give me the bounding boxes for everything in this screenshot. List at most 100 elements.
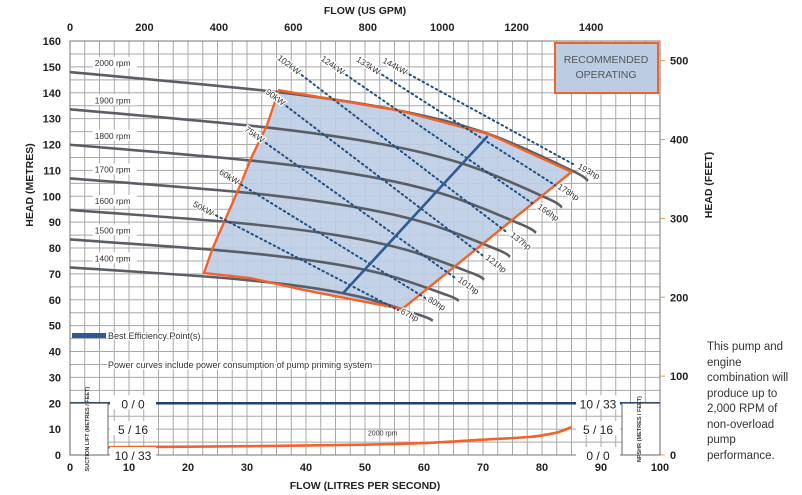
power-line [210, 212, 400, 312]
x-tick-label: 60 [418, 462, 430, 474]
suction-lift-label: 10 / 33 [115, 449, 152, 463]
power-line [340, 71, 536, 207]
rpm-label-bg [92, 252, 137, 264]
y-tick-label: 50 [49, 321, 61, 333]
x-tick-label: 0 [67, 462, 73, 474]
rpm-label-bg [92, 194, 137, 206]
rpm-label-bg [92, 163, 137, 175]
plot-frame [69, 40, 661, 456]
suction-label-bg [110, 447, 156, 461]
y-tick-label: 150 [43, 62, 61, 74]
suction-lift-label: 0 / 0 [121, 397, 145, 411]
rpm-label-bg [92, 129, 137, 141]
power-line [296, 71, 509, 234]
rpm-curve [69, 208, 485, 281]
recommended-label-line1: RECOMMENDED [564, 54, 649, 66]
y2-tick-label: 500 [670, 56, 688, 68]
best-efficiency-line [342, 135, 489, 294]
x2-tick-label: 1200 [504, 22, 528, 34]
x-tick-label: 20 [182, 462, 194, 474]
y-tick-label: 60 [49, 295, 61, 307]
y-tick-label: 30 [49, 372, 61, 384]
suction-label-bg [110, 421, 156, 436]
npshr-label-bg [576, 447, 620, 461]
npshr-box [621, 402, 661, 456]
power-line [260, 139, 457, 280]
y-axis-title: HEAD (METRES) [24, 143, 36, 226]
x-tick-label: 40 [300, 462, 312, 474]
power-hp-label: 121hp [484, 252, 509, 274]
recommended-operating-box [554, 42, 659, 94]
power-hp-label: 80hp [426, 294, 448, 313]
npshr-label: 10 / 33 [580, 397, 617, 411]
y2-tick-label: 400 [670, 135, 688, 147]
y2-tick-label: 200 [670, 292, 688, 304]
suction-lift-title: SUCTION LIFT (METRES / FEET) [85, 387, 91, 472]
power-hp-label: 193hp [576, 161, 602, 181]
x-tick-label: 100 [651, 462, 669, 474]
rpm-curve-label: 1500 rpm [95, 225, 131, 235]
rpm-curve [69, 143, 537, 234]
x-tick-label: 70 [477, 462, 489, 474]
power-kw-label: 133kW [355, 54, 383, 77]
y-tick-label: 110 [43, 165, 61, 177]
x2-tick-label: 400 [210, 22, 228, 34]
power-line [235, 181, 427, 299]
power-kw-label: 102kW [276, 53, 303, 77]
rpm-curve-label: 1700 rpm [95, 164, 131, 174]
rpm-curve-label: 1600 rpm [95, 196, 131, 206]
y2-tick-label: 100 [670, 371, 688, 383]
npshr-label: 0 / 0 [586, 449, 610, 463]
y-tick-label: 20 [49, 398, 61, 410]
npshr-label-bg [576, 395, 620, 410]
x2-tick-label: 0 [67, 22, 73, 34]
rpm-label-bg [92, 94, 137, 106]
npshr-curve [105, 425, 572, 449]
y-tick-label: 100 [43, 191, 61, 203]
x2-tick-label: 800 [359, 22, 377, 34]
y-tick-label: 130 [43, 114, 61, 126]
y-tick-label: 120 [43, 140, 61, 152]
power-kw-label: 124kW [319, 53, 346, 76]
x-tick-label: 30 [241, 462, 253, 474]
y2-tick-label: 0 [670, 450, 676, 462]
x2-tick-label: 1000 [430, 22, 454, 34]
y-tick-label: 80 [49, 243, 61, 255]
y-tick-label: 40 [49, 347, 61, 359]
rpm-curve-label: 1900 rpm [95, 95, 131, 105]
y-tick-label: 140 [43, 88, 61, 100]
power-hp-label: 178hp [556, 181, 582, 202]
power-line [376, 71, 556, 187]
rpm-curve-label: 2000 rpm [95, 58, 131, 68]
npshr-label: 5 / 16 [583, 423, 613, 437]
power-hp-label: 67hp [399, 306, 421, 324]
legend-bep-swatch [72, 333, 106, 338]
suction-lift-box [69, 402, 109, 456]
npshr-label-bg [576, 421, 620, 436]
recommended-label-line2: OPERATING [575, 69, 636, 81]
rpm-curve-label: 1400 rpm [95, 253, 131, 263]
y-tick-label: 70 [49, 269, 61, 281]
y-tick-label: 0 [55, 450, 61, 462]
x2-tick-label: 200 [135, 22, 153, 34]
suction-lift-label: 5 / 16 [118, 423, 148, 437]
rpm-label-bg [92, 57, 137, 69]
x-tick-label: 90 [595, 462, 607, 474]
x2-tick-label: 1400 [579, 22, 603, 34]
rpm-curve-label: 1800 rpm [95, 131, 131, 141]
rpm-curve [69, 238, 460, 302]
recommended-region-edge [202, 88, 573, 311]
power-line [404, 71, 577, 167]
power-line [281, 102, 484, 257]
suction-label-bg [110, 395, 156, 410]
x-tick-label: 80 [536, 462, 548, 474]
x-tick-label: 50 [359, 462, 371, 474]
power-kw-label: 50kW [191, 199, 215, 218]
y-tick-label: 90 [49, 217, 61, 229]
y2-axis-title: HEAD (FEET) [703, 152, 715, 219]
side-note: This pump and engine combination will pr… [707, 341, 789, 462]
rpm-curve [69, 266, 434, 322]
legend-bep-label: Best Efficiency Point(s) [108, 331, 200, 341]
y-tick-label: 160 [43, 36, 61, 48]
